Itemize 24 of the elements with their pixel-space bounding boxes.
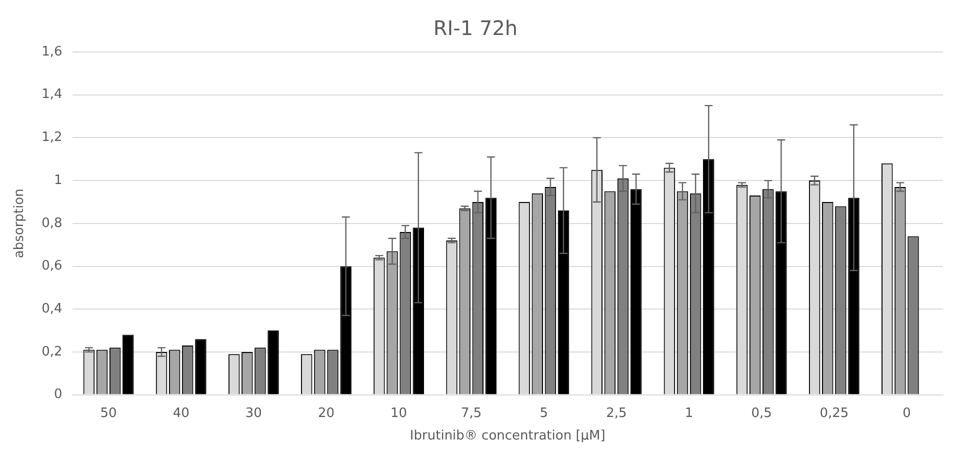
y-tick-label: 0,4 bbox=[42, 301, 62, 316]
x-tick-label: 20 bbox=[318, 406, 335, 421]
chart-title: RI-1 72h bbox=[433, 16, 518, 40]
x-tick-label: 40 bbox=[172, 406, 190, 421]
y-tick-label: 1,4 bbox=[42, 87, 62, 102]
x-tick-label: 1 bbox=[684, 406, 694, 421]
y-tick-label: 0 bbox=[54, 387, 62, 402]
x-tick-label: 0,25 bbox=[820, 406, 849, 421]
y-tick-label: 1,2 bbox=[42, 130, 62, 146]
y-axis-title: absorption bbox=[12, 188, 28, 258]
y-tick-label: 1,6 bbox=[42, 44, 62, 60]
x-tick-label: 7,5 bbox=[461, 406, 482, 421]
x-tick-label: 2,5 bbox=[606, 406, 627, 421]
y-tick-label: 1 bbox=[54, 172, 62, 188]
x-tick-label: 0,5 bbox=[751, 406, 772, 421]
y-tick-label: 0,2 bbox=[42, 344, 62, 360]
x-tick-label: 50 bbox=[100, 406, 117, 421]
x-tick-label: 30 bbox=[245, 406, 262, 421]
x-axis-title: Ibrutinib® concentration [µM] bbox=[410, 428, 606, 444]
x-tick-label: 5 bbox=[540, 406, 548, 421]
y-tick-label: 0,8 bbox=[42, 216, 62, 231]
x-tick-label: 10 bbox=[390, 406, 408, 421]
x-tick-label: 0 bbox=[902, 406, 911, 421]
y-tick-label: 0,6 bbox=[42, 258, 62, 274]
